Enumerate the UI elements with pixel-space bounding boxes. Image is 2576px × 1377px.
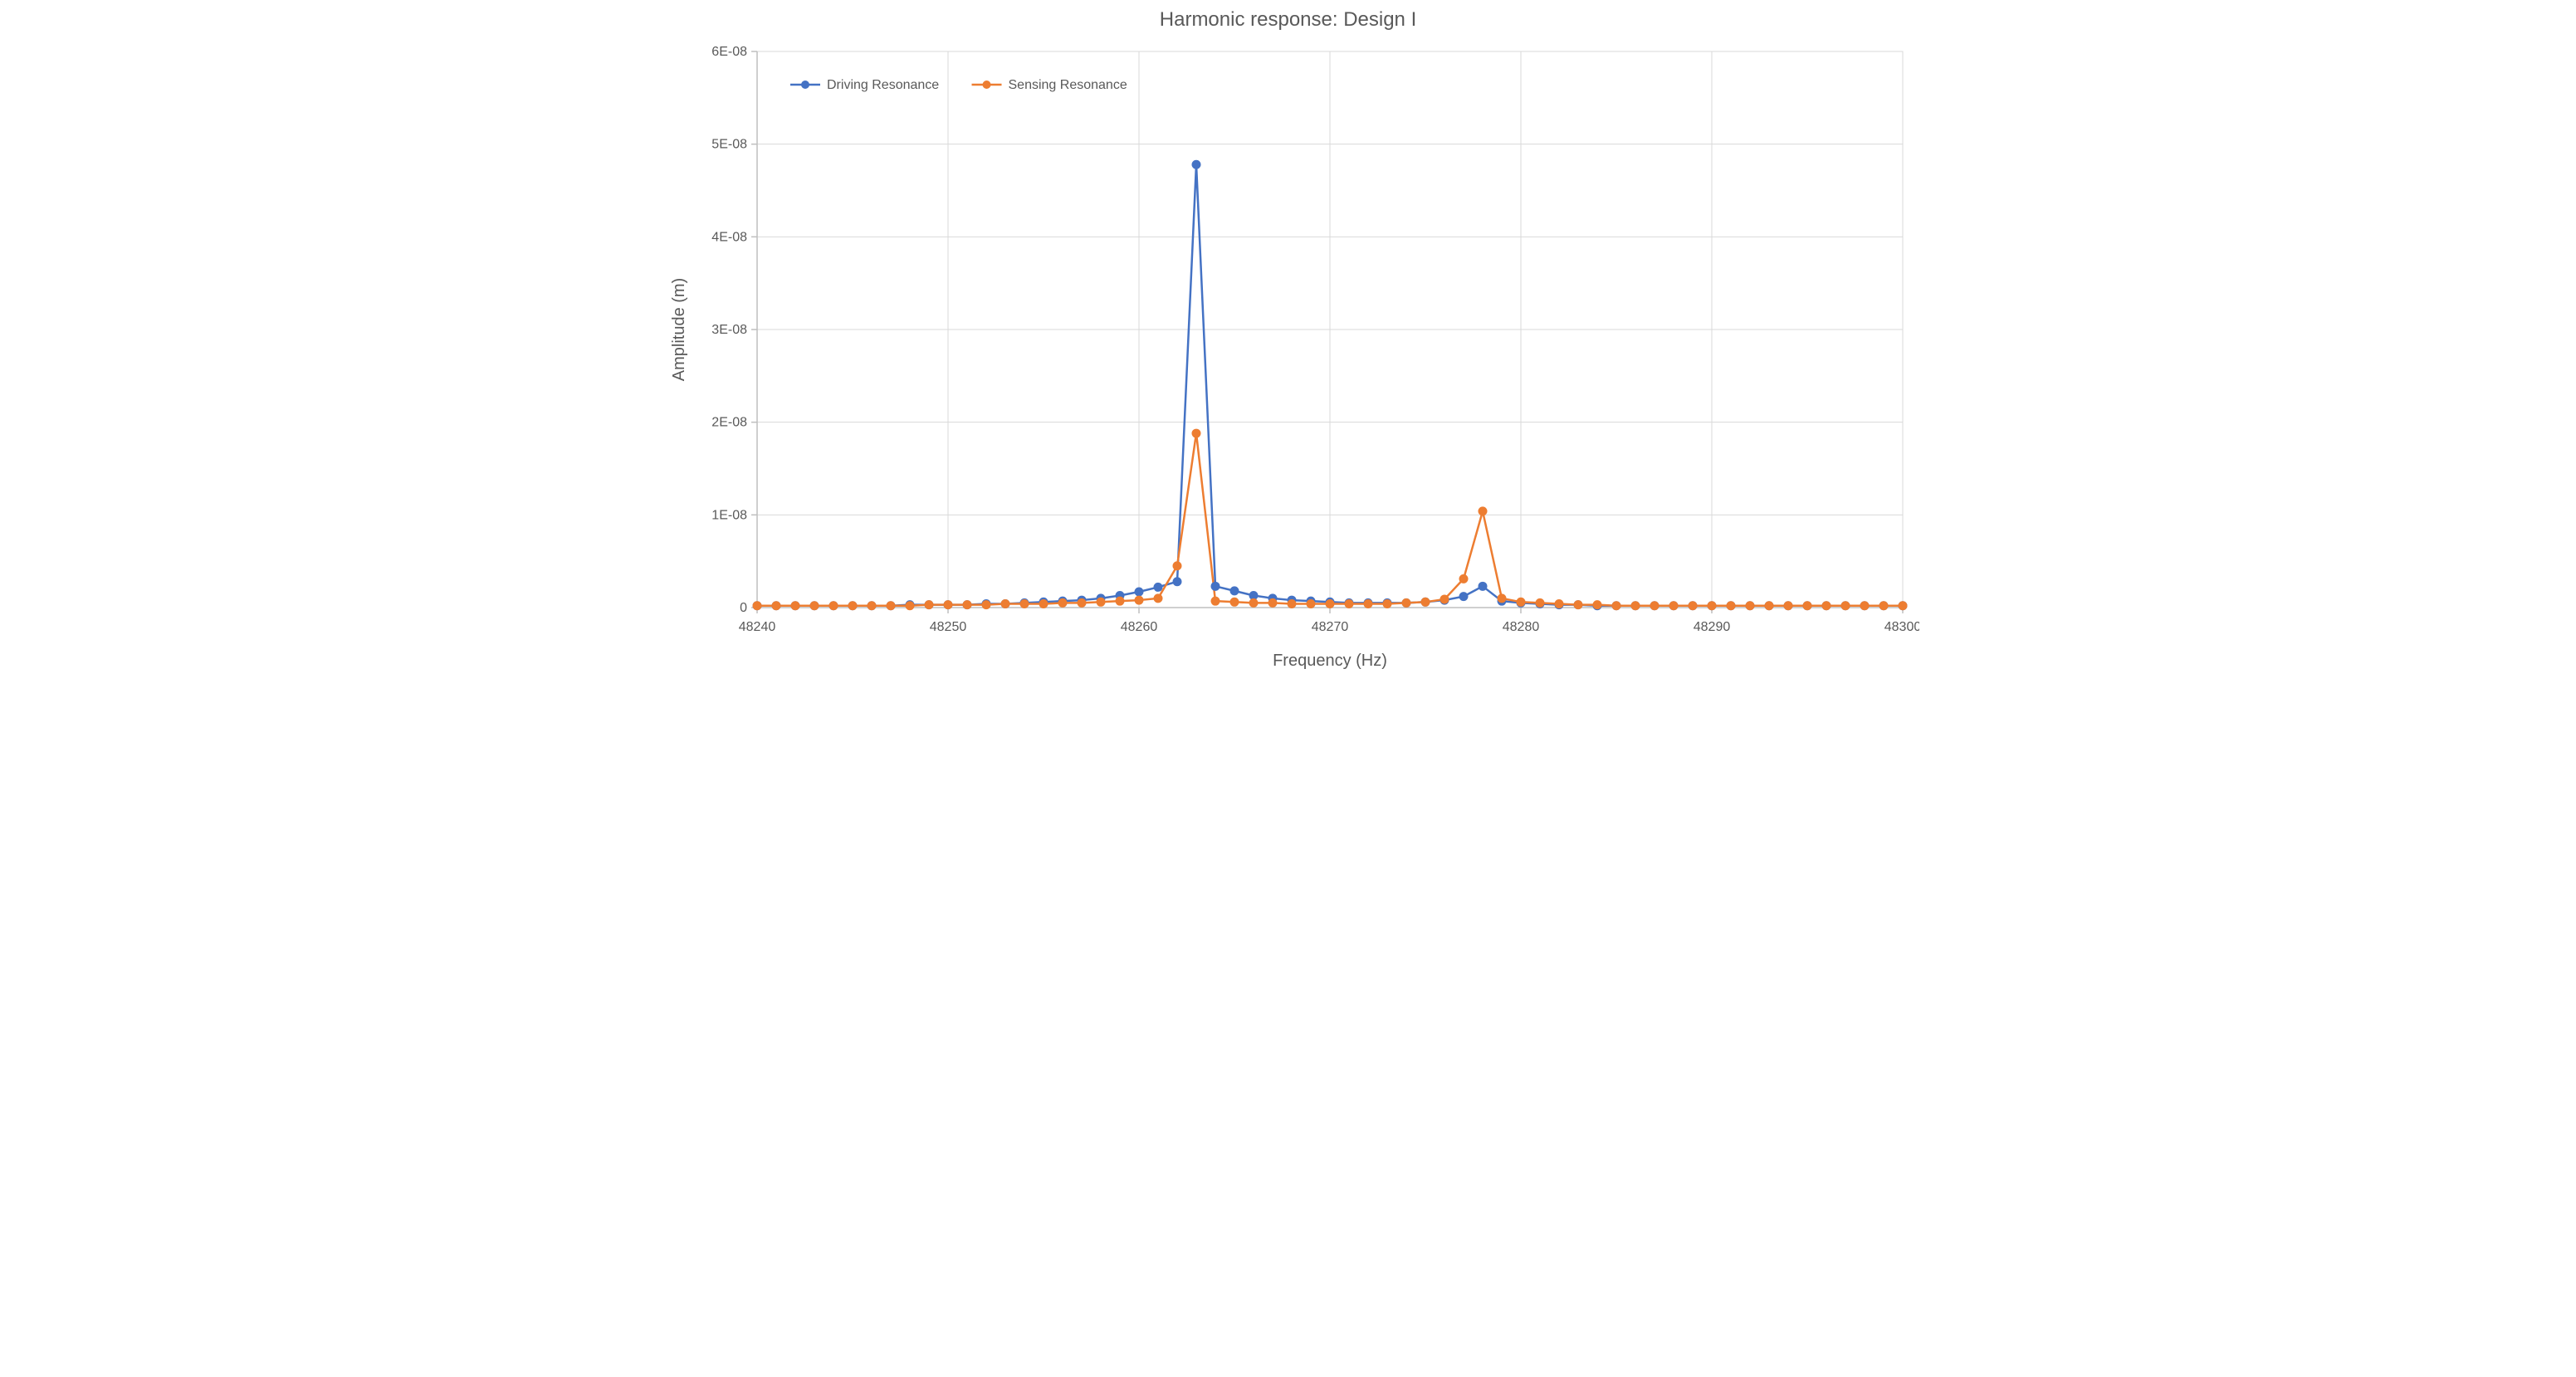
chart-container: Harmonic response: Design I 482404825048…	[657, 8, 1919, 689]
series-marker	[1727, 602, 1735, 610]
series-marker	[1440, 595, 1449, 603]
y-tick-label: 2E-08	[711, 416, 747, 430]
series-marker	[1173, 562, 1181, 570]
series-marker	[772, 602, 780, 610]
series-marker	[1058, 598, 1067, 607]
series-marker	[1288, 600, 1296, 608]
x-tick-label: 48260	[1120, 620, 1157, 634]
series-marker	[1669, 602, 1678, 610]
series-marker	[1459, 574, 1468, 583]
series-marker	[1230, 587, 1239, 595]
series-marker	[1192, 429, 1200, 437]
series-marker	[944, 601, 952, 609]
y-tick-label: 5E-08	[711, 138, 747, 152]
series-marker	[1326, 600, 1334, 608]
series-marker	[829, 602, 838, 610]
series-marker	[1631, 602, 1640, 610]
series-marker	[1803, 602, 1811, 610]
series-marker	[1039, 600, 1048, 608]
series-marker	[810, 602, 819, 610]
series-marker	[1192, 160, 1200, 168]
series-marker	[1841, 602, 1850, 610]
x-tick-label: 48280	[1502, 620, 1539, 634]
series-marker	[1078, 598, 1086, 607]
series-marker	[1097, 598, 1105, 606]
series-marker	[1860, 602, 1869, 610]
legend-item-label: Driving Resonance	[827, 78, 939, 92]
series-marker	[887, 602, 895, 610]
series-marker	[1345, 600, 1353, 608]
x-tick-label: 48270	[1311, 620, 1348, 634]
series-marker	[1249, 598, 1258, 607]
x-tick-label: 48290	[1693, 620, 1730, 634]
series-marker	[1154, 583, 1162, 591]
x-tick-label: 48300	[1884, 620, 1919, 634]
x-axis-label: Frequency (Hz)	[1273, 652, 1387, 670]
series-marker	[1001, 600, 1009, 608]
x-tick-label: 48250	[929, 620, 966, 634]
series-marker	[1479, 582, 1487, 590]
series-marker	[1459, 593, 1468, 601]
y-axis-label: Amplitude (m)	[670, 278, 688, 381]
series-marker	[848, 602, 857, 610]
series-marker	[1822, 602, 1831, 610]
chart-title: Harmonic response: Design I	[657, 8, 1919, 32]
series-marker	[1708, 602, 1716, 610]
series-marker	[791, 602, 799, 610]
y-tick-label: 0	[740, 601, 747, 615]
series-marker	[982, 601, 990, 609]
series-marker	[1421, 598, 1430, 606]
series-marker	[1135, 588, 1143, 596]
series-marker	[1230, 598, 1239, 606]
series-marker	[753, 602, 761, 610]
series-marker	[1593, 601, 1601, 609]
series-marker	[1154, 594, 1162, 603]
series-marker	[1765, 602, 1773, 610]
legend-item-label: Sensing Resonance	[1008, 78, 1127, 92]
x-tick-label: 48240	[738, 620, 775, 634]
series-marker	[1555, 600, 1563, 608]
series-marker	[1211, 582, 1220, 590]
series-marker	[1746, 602, 1754, 610]
series-marker	[1574, 601, 1582, 609]
series-marker	[1479, 507, 1487, 515]
series-marker	[1116, 597, 1124, 605]
series-marker	[1135, 596, 1143, 604]
series-marker	[1383, 600, 1391, 608]
series-marker	[1307, 600, 1315, 608]
y-tick-label: 6E-08	[711, 45, 747, 59]
y-tick-label: 3E-08	[711, 323, 747, 337]
series-marker	[1211, 597, 1220, 605]
series-marker	[1268, 598, 1277, 607]
series-marker	[1498, 594, 1506, 603]
series-marker	[963, 601, 971, 609]
series-marker	[906, 602, 914, 610]
y-tick-label: 1E-08	[711, 508, 747, 522]
series-marker	[925, 601, 933, 609]
series-marker	[1879, 602, 1888, 610]
series-marker	[1899, 602, 1907, 610]
series-marker	[1689, 602, 1697, 610]
series-marker	[868, 602, 876, 610]
series-marker	[1650, 602, 1659, 610]
series-marker	[1536, 598, 1544, 607]
series-marker	[1784, 602, 1792, 610]
series-marker	[1173, 578, 1181, 586]
line-chart: 48240 48250 48260 48270 48280 48290 48300 0 1E-0…	[657, 35, 1919, 682]
y-tick-label: 4E-08	[711, 230, 747, 244]
series-marker	[1364, 600, 1372, 608]
series-marker	[1517, 598, 1525, 606]
series-marker	[1020, 600, 1029, 608]
series-marker	[1612, 602, 1620, 610]
series-marker	[1402, 598, 1410, 607]
